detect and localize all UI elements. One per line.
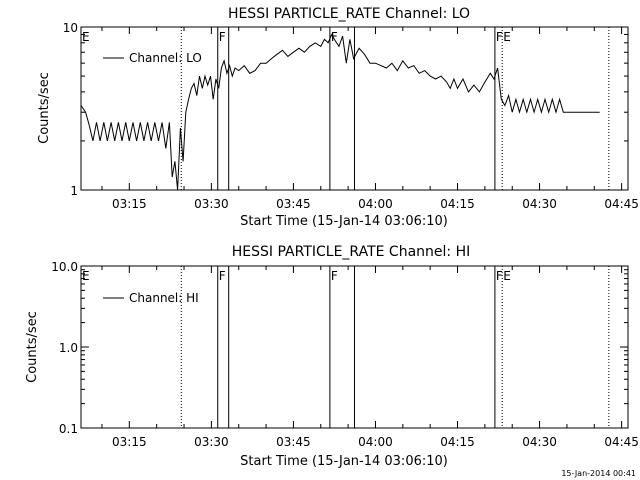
hi-x-tick-label: 04:00: [358, 435, 393, 449]
hi-x-tick-label: 04:15: [440, 435, 475, 449]
hi-y-tick-label: 10.0: [51, 260, 78, 274]
hi-x-tick-label: 04:45: [604, 435, 639, 449]
hi-marker-label-e: E: [82, 269, 90, 283]
hi-x-tick-label: 03:30: [194, 435, 229, 449]
lo-legend: Channel: LO: [103, 51, 202, 65]
hi-legend: Channel: HI: [103, 291, 199, 305]
lo-x-tick-label: 04:15: [440, 197, 475, 211]
footer-timestamp: 15-Jan-2014 00:41: [561, 469, 636, 478]
hi-chart-title: HESSI PARTICLE_RATE Channel: HI: [232, 244, 470, 260]
hi-x-tick-label: 03:15: [112, 435, 147, 449]
lo-x-tick-label: 04:45: [604, 197, 639, 211]
lo-channel-panel: HESSI PARTICLE_RATE Channel: LO 03:15 03:…: [37, 6, 639, 229]
lo-y-tick-label: 1: [70, 184, 78, 198]
lo-marker-label-e: E: [503, 30, 511, 44]
hi-y-tick-label: 0.1: [59, 422, 78, 436]
lo-marker-label-f: F: [331, 30, 338, 44]
hi-y-axis-label: Counts/sec: [25, 311, 40, 383]
hi-channel-panel: HESSI PARTICLE_RATE Channel: HI 03:15 03:…: [25, 244, 639, 469]
lo-x-tick-label: 04:30: [522, 197, 557, 211]
hi-marker-label-f: F: [219, 269, 226, 283]
hi-y-tick-label: 1.0: [59, 341, 78, 355]
hi-legend-label: Channel: HI: [129, 291, 199, 305]
hi-x-tick-label: 03:45: [276, 435, 311, 449]
lo-y-axis-label: Counts/sec: [37, 72, 52, 144]
hi-marker-label-f: F: [331, 269, 338, 283]
lo-chart-title: HESSI PARTICLE_RATE Channel: LO: [228, 6, 470, 22]
lo-x-tick-label: 04:00: [358, 197, 393, 211]
lo-legend-label: Channel: LO: [129, 51, 202, 65]
lo-x-axis-label: Start Time (15-Jan-14 03:06:10): [240, 214, 448, 229]
lo-x-tick-label: 03:15: [112, 197, 147, 211]
lo-x-tick-label: 03:45: [276, 197, 311, 211]
lo-y-tick-label: 10: [63, 21, 78, 35]
hi-x-axis-label: Start Time (15-Jan-14 03:06:10): [240, 454, 448, 469]
lo-marker-label-f: F: [219, 30, 226, 44]
lo-x-tick-label: 03:30: [194, 197, 229, 211]
hi-marker-label-e: E: [503, 269, 511, 283]
hi-x-tick-label: 04:30: [522, 435, 557, 449]
lo-marker-label-e: E: [82, 30, 90, 44]
